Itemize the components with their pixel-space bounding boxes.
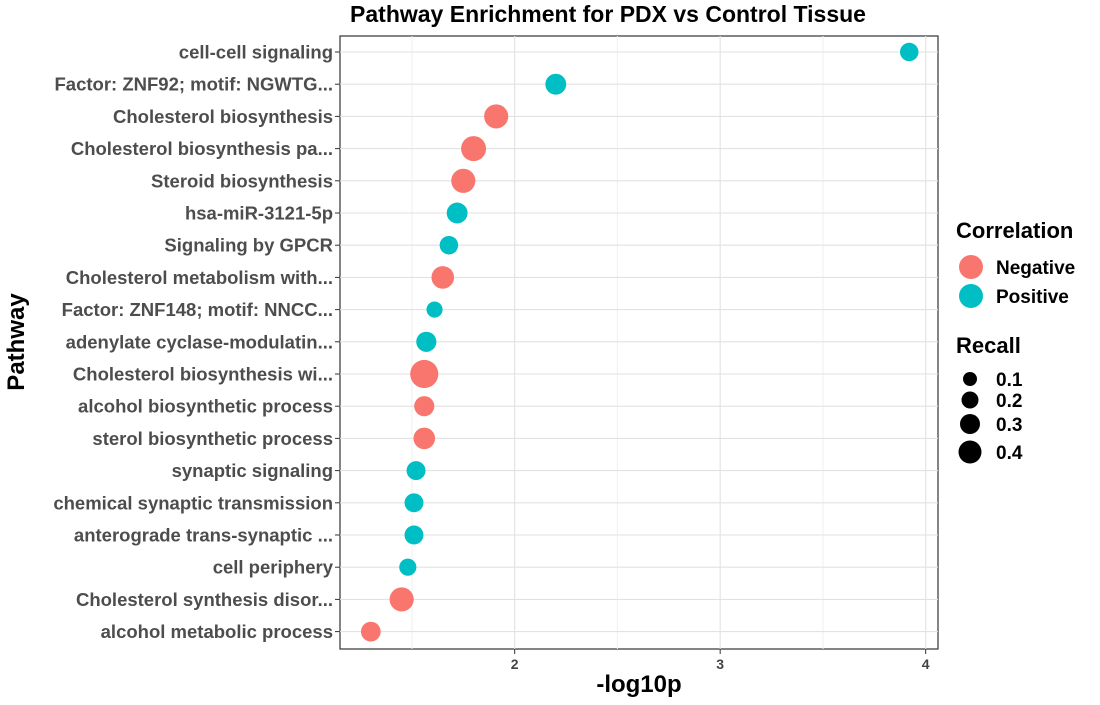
legend-color-label: Negative [996,258,1075,279]
legend-size-label: 0.4 [996,443,1023,464]
y-tick-label: cell-cell signaling [179,42,333,63]
y-tick-label: synaptic signaling [172,460,333,481]
data-point-negative [389,587,414,612]
y-tick-label: Factor: ZNF92; motif: NGWTG... [54,74,333,95]
data-point-negative [431,266,455,289]
data-point-positive [899,42,919,62]
y-tick-label: Factor: ZNF148; motif: NNCC... [62,299,333,320]
y-axis-labels: cell-cell signaling Factor: ZNF92; motif:… [53,42,333,643]
y-tick-label: Signaling by GPCR [164,235,333,256]
legend-color-key [959,255,983,279]
x-axis-ticks: 2 3 4 [511,649,930,672]
y-tick-label: hsa-miR-3121-5p [185,203,333,224]
data-point-positive [406,461,426,481]
y-tick-label: alcohol metabolic process [101,621,333,642]
y-tick-label: Cholesterol biosynthesis [113,106,333,127]
data-point-positive [545,73,567,95]
legend-size-label: 0.3 [996,415,1022,436]
legend-color-label: Positive [996,287,1069,308]
data-points [360,42,919,642]
data-point-positive [399,558,417,576]
legend-size-label: 0.2 [996,391,1022,412]
y-tick-label: alcohol biosynthetic process [78,396,333,417]
plot-panel [339,35,939,650]
data-point-positive [446,202,468,224]
data-point-positive [404,493,424,513]
y-tick-label: Cholesterol biosynthesis wi... [73,364,333,385]
x-axis-label: -log10p [596,671,681,698]
data-point-negative [461,136,487,162]
x-tick-label: 2 [511,656,519,672]
y-tick-label: adenylate cyclase-modulatin... [66,331,333,352]
legend-size-key [958,440,982,464]
data-point-negative [413,427,436,450]
y-tick-label: Steroid biosynthesis [151,170,333,191]
data-point-positive [426,301,443,318]
x-tick-label: 3 [716,656,724,672]
chart-title: Pathway Enrichment for PDX vs Control Ti… [350,1,866,27]
data-point-negative [414,396,435,417]
y-tick-label: sterol biosynthetic process [92,428,333,449]
legend-size-key [960,414,980,434]
legend-size-key [961,391,979,409]
legend-size-label: 0.1 [996,370,1023,391]
y-axis-ticks [335,51,340,633]
y-tick-label: cell periphery [213,557,334,578]
y-tick-label: Cholesterol metabolism with... [66,267,333,288]
legend-color-key [959,284,983,308]
data-point-negative [410,359,439,389]
x-tick-label: 4 [922,656,930,672]
legend-size-title: Recall [956,333,1021,358]
data-point-positive [404,525,424,545]
data-point-negative [451,168,476,193]
y-tick-label: anterograde trans-synaptic ... [74,525,333,546]
data-point-positive [439,235,459,255]
legend-size-key [963,372,977,386]
y-tick-label: Cholesterol synthesis disor... [76,589,333,610]
legend: Correlation Recall NegativePositive0.10.… [956,218,1075,464]
data-point-positive [416,331,437,352]
data-point-negative [360,621,381,642]
data-point-negative [484,104,509,129]
y-tick-label: Cholesterol biosynthesis pa... [71,138,333,159]
y-tick-label: chemical synaptic transmission [53,492,333,513]
legend-color-title: Correlation [956,218,1073,243]
y-axis-label: Pathway [3,293,30,391]
